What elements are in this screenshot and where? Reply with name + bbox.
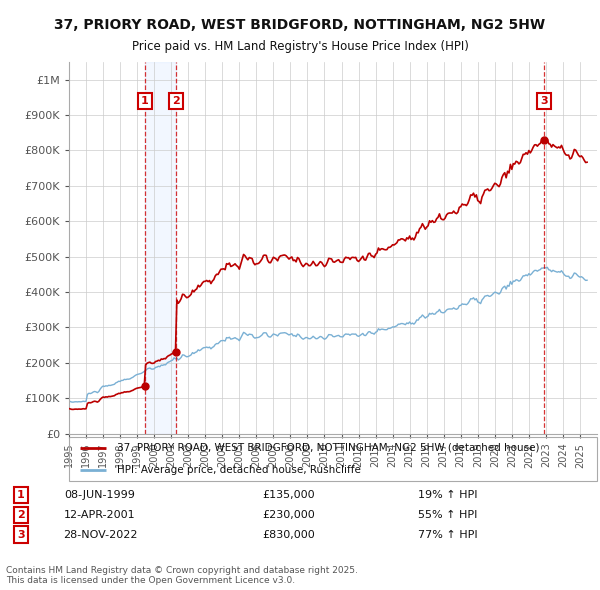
- Text: 08-JUN-1999: 08-JUN-1999: [65, 490, 136, 500]
- Text: Contains HM Land Registry data © Crown copyright and database right 2025.
This d: Contains HM Land Registry data © Crown c…: [6, 566, 358, 585]
- Text: 1: 1: [141, 96, 148, 106]
- Text: 77% ↑ HPI: 77% ↑ HPI: [418, 530, 477, 540]
- Text: HPI: Average price, detached house, Rushcliffe: HPI: Average price, detached house, Rush…: [116, 465, 361, 475]
- Text: £830,000: £830,000: [262, 530, 314, 540]
- Text: Price paid vs. HM Land Registry's House Price Index (HPI): Price paid vs. HM Land Registry's House …: [131, 40, 469, 53]
- Text: 12-APR-2001: 12-APR-2001: [64, 510, 136, 520]
- Text: 1: 1: [17, 490, 25, 500]
- Text: 55% ↑ HPI: 55% ↑ HPI: [418, 510, 477, 520]
- Text: £230,000: £230,000: [262, 510, 314, 520]
- Text: 2: 2: [17, 510, 25, 520]
- Bar: [145, 62, 176, 434]
- Text: 2: 2: [172, 96, 180, 106]
- Text: 19% ↑ HPI: 19% ↑ HPI: [418, 490, 477, 500]
- Text: 3: 3: [541, 96, 548, 106]
- Text: 37, PRIORY ROAD, WEST BRIDGFORD, NOTTINGHAM, NG2 5HW (detached house): 37, PRIORY ROAD, WEST BRIDGFORD, NOTTING…: [116, 442, 539, 453]
- Text: 28-NOV-2022: 28-NOV-2022: [63, 530, 137, 540]
- Text: £135,000: £135,000: [262, 490, 314, 500]
- Text: 37, PRIORY ROAD, WEST BRIDGFORD, NOTTINGHAM, NG2 5HW: 37, PRIORY ROAD, WEST BRIDGFORD, NOTTING…: [55, 18, 545, 32]
- Text: 3: 3: [17, 530, 25, 540]
